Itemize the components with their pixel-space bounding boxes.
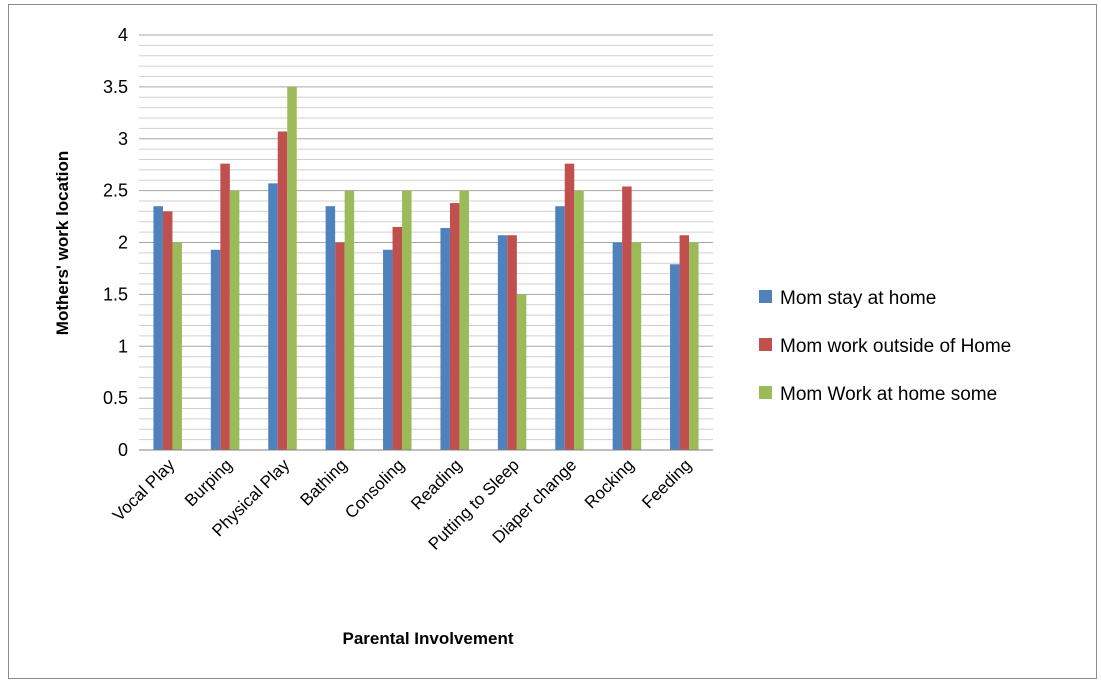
bar (325, 206, 336, 450)
y-tick-label: 4 (118, 25, 128, 45)
bar (210, 249, 221, 450)
x-category-label: Reading (407, 455, 465, 513)
bar (689, 242, 699, 450)
y-axis-title: Mothers' work location (53, 151, 72, 335)
bar (335, 242, 345, 450)
y-tick-label: 1.5 (103, 284, 128, 304)
legend-swatch (759, 386, 772, 399)
x-category-label: Rocking (581, 455, 638, 512)
bar (402, 190, 412, 450)
bar (622, 186, 632, 450)
bar (516, 294, 527, 450)
bar (507, 235, 517, 450)
bar (631, 242, 642, 450)
y-tick-label: 0 (118, 440, 128, 460)
bar (287, 86, 297, 450)
y-tick-label: 0.5 (103, 388, 128, 408)
legend-label: Mom work outside of Home (780, 336, 1011, 357)
legend-label: Mom Work at home some (780, 384, 997, 405)
bar (574, 190, 584, 450)
legend-swatch (759, 338, 772, 351)
y-tick-label: 2 (118, 233, 128, 253)
bar (153, 206, 163, 450)
x-category-label: Feeding (638, 455, 695, 512)
bar (449, 203, 460, 450)
bar (383, 249, 393, 450)
y-tick-label: 3 (118, 129, 128, 149)
y-tick-label: 1 (118, 336, 128, 356)
legend-swatch (759, 290, 772, 303)
x-category-label: Burping (181, 455, 236, 510)
bar (564, 163, 575, 450)
bar (670, 264, 680, 450)
bars (153, 86, 699, 451)
bar (162, 211, 173, 450)
bar (392, 226, 403, 450)
y-tick-label: 3.5 (103, 77, 128, 97)
x-category-label: Vocal Play (109, 455, 179, 525)
y-tick-label: 2.5 (103, 181, 128, 201)
bar (555, 206, 565, 450)
legend-label: Mom stay at home (780, 288, 936, 309)
bar (229, 190, 240, 450)
bar (172, 242, 182, 450)
bar (277, 131, 288, 451)
x-category-label: Consoling (341, 455, 408, 522)
bar (344, 190, 355, 450)
bar (459, 190, 469, 450)
bar (679, 235, 690, 450)
y-tick-labels: 0 0.5 1 1.5 2 2.5 3 3.5 4 (103, 25, 128, 460)
chart-frame (8, 4, 1097, 679)
bar (220, 163, 230, 450)
bar (612, 242, 623, 450)
x-axis-title: Parental Involvement (342, 629, 513, 648)
bar (440, 227, 450, 450)
x-category-label: Bathing (297, 455, 351, 509)
bar (497, 235, 508, 450)
legend: Mom stay at home Mom work outside of Home… (759, 288, 1011, 405)
bar (268, 183, 278, 451)
